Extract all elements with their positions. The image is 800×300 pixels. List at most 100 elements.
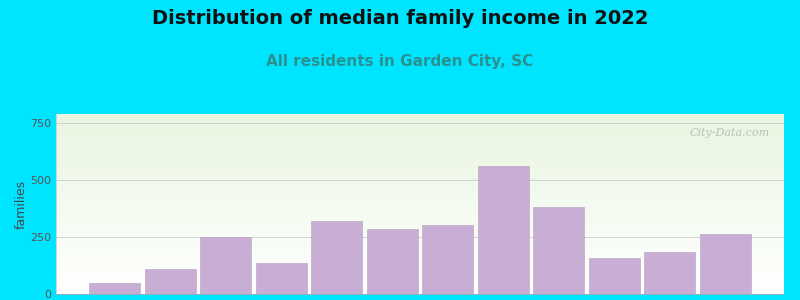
Bar: [56, 122, 784, 123]
Text: City-Data.com: City-Data.com: [690, 128, 770, 138]
Bar: [56, 176, 784, 177]
Bar: [56, 182, 784, 183]
Bar: [56, 281, 784, 282]
Bar: [56, 116, 784, 117]
Bar: [56, 241, 784, 242]
Bar: [56, 204, 784, 205]
Bar: [56, 195, 784, 196]
Bar: [56, 183, 784, 184]
Bar: [56, 161, 784, 162]
Bar: [256, 263, 306, 294]
Bar: [56, 270, 784, 271]
Bar: [56, 233, 784, 234]
Bar: [56, 264, 784, 265]
Bar: [311, 221, 362, 294]
Bar: [56, 207, 784, 208]
Bar: [56, 267, 784, 268]
Bar: [56, 143, 784, 144]
Bar: [56, 141, 784, 142]
Bar: [56, 158, 784, 159]
Bar: [56, 245, 784, 246]
Bar: [56, 257, 784, 258]
Bar: [56, 214, 784, 215]
Bar: [56, 222, 784, 223]
Bar: [56, 254, 784, 255]
Bar: [56, 147, 784, 148]
Bar: [56, 291, 784, 292]
Bar: [700, 234, 751, 294]
Bar: [56, 191, 784, 192]
Bar: [56, 258, 784, 259]
Bar: [56, 280, 784, 281]
Bar: [56, 126, 784, 127]
Bar: [589, 257, 640, 294]
Bar: [56, 156, 784, 157]
Bar: [56, 229, 784, 230]
Bar: [56, 219, 784, 220]
Bar: [56, 203, 784, 204]
Bar: [56, 180, 784, 181]
Bar: [56, 272, 784, 273]
Bar: [56, 265, 784, 266]
Bar: [56, 206, 784, 207]
Bar: [56, 150, 784, 151]
Bar: [56, 216, 784, 217]
Bar: [56, 242, 784, 243]
Bar: [56, 256, 784, 257]
Bar: [56, 192, 784, 193]
Bar: [56, 221, 784, 222]
Bar: [56, 138, 784, 139]
Bar: [56, 148, 784, 149]
Bar: [56, 134, 784, 135]
Bar: [56, 235, 784, 236]
Bar: [56, 129, 784, 130]
Bar: [56, 234, 784, 235]
Bar: [56, 226, 784, 227]
Bar: [56, 220, 784, 221]
Bar: [56, 292, 784, 293]
Bar: [56, 277, 784, 278]
Bar: [56, 146, 784, 147]
Bar: [56, 217, 784, 218]
Bar: [56, 118, 784, 119]
Bar: [56, 223, 784, 224]
Bar: [56, 136, 784, 137]
Bar: [56, 261, 784, 262]
Bar: [56, 123, 784, 124]
Y-axis label: families: families: [14, 179, 27, 229]
Bar: [56, 252, 784, 253]
Bar: [56, 118, 784, 119]
Bar: [56, 271, 784, 272]
Bar: [56, 127, 784, 128]
Bar: [56, 189, 784, 190]
Bar: [56, 120, 784, 121]
Bar: [56, 225, 784, 226]
Bar: [56, 263, 784, 264]
Bar: [56, 184, 784, 185]
Bar: [56, 282, 784, 283]
Bar: [56, 168, 784, 169]
Bar: [478, 167, 529, 294]
Bar: [56, 273, 784, 274]
Bar: [56, 130, 784, 131]
Bar: [56, 145, 784, 146]
Bar: [56, 274, 784, 275]
Bar: [56, 202, 784, 203]
Bar: [56, 132, 784, 133]
Bar: [56, 208, 784, 209]
Bar: [56, 179, 784, 180]
Bar: [56, 238, 784, 239]
Bar: [56, 224, 784, 225]
Bar: [56, 212, 784, 213]
Bar: [56, 139, 784, 140]
Bar: [56, 213, 784, 214]
Bar: [56, 173, 784, 174]
Bar: [56, 249, 784, 250]
Bar: [56, 211, 784, 212]
Bar: [56, 250, 784, 251]
Bar: [56, 153, 784, 154]
Bar: [200, 237, 251, 294]
Bar: [56, 227, 784, 228]
Bar: [56, 218, 784, 219]
Bar: [56, 149, 784, 150]
